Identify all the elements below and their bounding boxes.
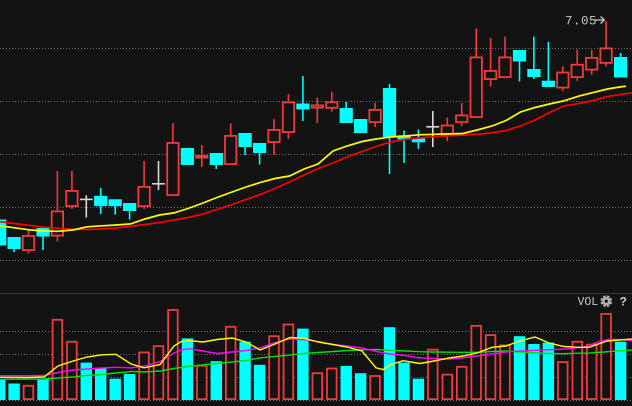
svg-text:?: ? [620,296,628,310]
svg-text:7.05: 7.05 [565,15,597,29]
svg-text:VOL: VOL [578,296,599,309]
